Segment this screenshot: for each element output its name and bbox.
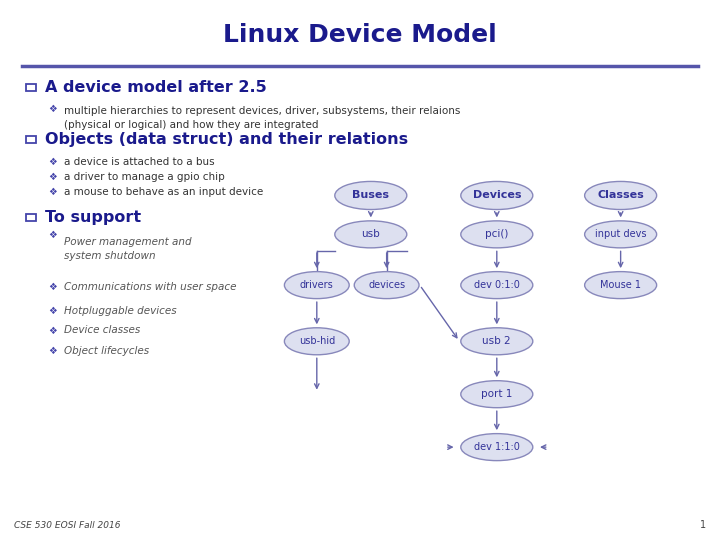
Text: ❖: ❖ bbox=[48, 104, 57, 114]
Ellipse shape bbox=[585, 181, 657, 210]
Text: CSE 530 EOSI Fall 2016: CSE 530 EOSI Fall 2016 bbox=[14, 521, 121, 530]
Text: drivers: drivers bbox=[300, 280, 333, 290]
Text: port 1: port 1 bbox=[481, 389, 513, 399]
Text: multiple hierarchies to represent devices, driver, subsystems, their relaions
(p: multiple hierarchies to represent device… bbox=[64, 106, 461, 130]
Ellipse shape bbox=[354, 272, 419, 299]
Ellipse shape bbox=[461, 381, 533, 408]
Ellipse shape bbox=[585, 272, 657, 299]
Text: pci(): pci() bbox=[485, 230, 508, 239]
Text: ❖: ❖ bbox=[48, 187, 57, 197]
Text: usb 2: usb 2 bbox=[482, 336, 511, 346]
Text: a driver to manage a gpio chip: a driver to manage a gpio chip bbox=[64, 172, 225, 182]
Text: 1: 1 bbox=[699, 520, 706, 530]
Ellipse shape bbox=[585, 221, 657, 248]
Ellipse shape bbox=[461, 181, 533, 210]
Text: Hotpluggable devices: Hotpluggable devices bbox=[64, 306, 176, 315]
Text: Linux Device Model: Linux Device Model bbox=[223, 23, 497, 47]
Text: Communications with user space: Communications with user space bbox=[64, 282, 237, 292]
Text: Buses: Buses bbox=[352, 191, 390, 200]
Text: ❖: ❖ bbox=[48, 346, 57, 356]
Ellipse shape bbox=[284, 328, 349, 355]
Text: A device model after 2.5: A device model after 2.5 bbox=[45, 80, 266, 95]
Ellipse shape bbox=[335, 181, 407, 210]
Text: usb: usb bbox=[361, 230, 380, 239]
Text: Power management and
system shutdown: Power management and system shutdown bbox=[64, 237, 192, 260]
Text: To support: To support bbox=[45, 210, 141, 225]
FancyBboxPatch shape bbox=[26, 84, 35, 91]
Text: Device classes: Device classes bbox=[64, 326, 140, 335]
Text: a device is attached to a bus: a device is attached to a bus bbox=[64, 157, 215, 167]
Ellipse shape bbox=[461, 221, 533, 248]
Text: ❖: ❖ bbox=[48, 306, 57, 315]
Text: dev 0:1:0: dev 0:1:0 bbox=[474, 280, 520, 290]
Text: usb-hid: usb-hid bbox=[299, 336, 335, 346]
Text: Devices: Devices bbox=[472, 191, 521, 200]
Ellipse shape bbox=[461, 272, 533, 299]
Text: ❖: ❖ bbox=[48, 157, 57, 167]
Text: a mouse to behave as an input device: a mouse to behave as an input device bbox=[64, 187, 264, 197]
Text: Classes: Classes bbox=[598, 191, 644, 200]
FancyBboxPatch shape bbox=[26, 213, 35, 220]
Text: input devs: input devs bbox=[595, 230, 647, 239]
Text: dev 1:1:0: dev 1:1:0 bbox=[474, 442, 520, 452]
Text: devices: devices bbox=[368, 280, 405, 290]
Text: ❖: ❖ bbox=[48, 230, 57, 240]
Text: Mouse 1: Mouse 1 bbox=[600, 280, 641, 290]
Text: ❖: ❖ bbox=[48, 326, 57, 335]
Text: ❖: ❖ bbox=[48, 172, 57, 182]
Text: ❖: ❖ bbox=[48, 282, 57, 292]
Ellipse shape bbox=[335, 221, 407, 248]
Text: Object lifecycles: Object lifecycles bbox=[64, 346, 149, 356]
Ellipse shape bbox=[461, 328, 533, 355]
Ellipse shape bbox=[284, 272, 349, 299]
FancyBboxPatch shape bbox=[26, 136, 35, 143]
Text: Objects (data struct) and their relations: Objects (data struct) and their relation… bbox=[45, 132, 408, 147]
Ellipse shape bbox=[461, 434, 533, 461]
